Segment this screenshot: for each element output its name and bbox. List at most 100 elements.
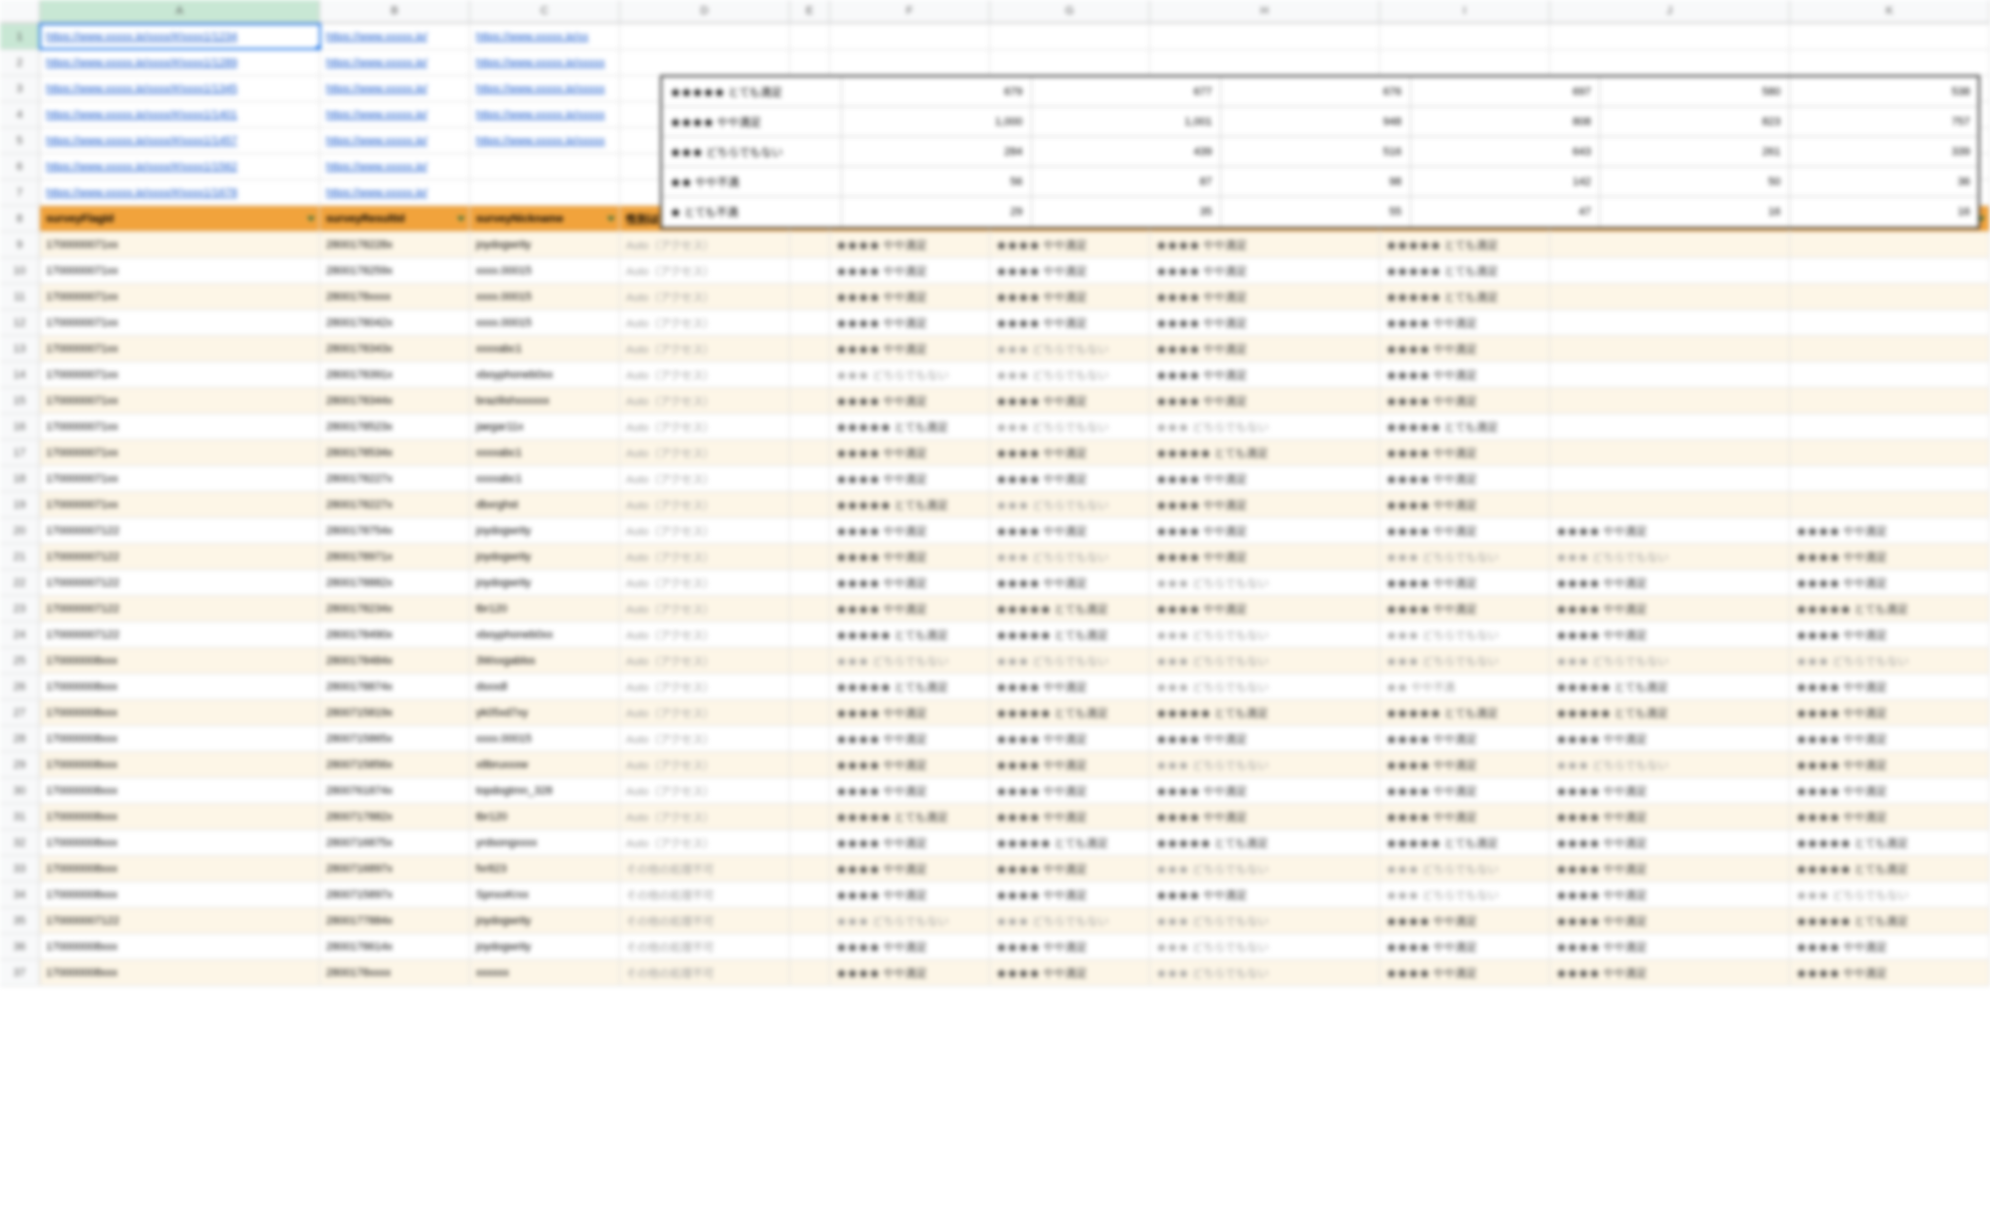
cell-link[interactable]: https://www.xxxxx.jp/xx bbox=[470, 24, 620, 49]
cell-rating[interactable]: ★★★★ やや満足 bbox=[1380, 570, 1550, 595]
cell-rating[interactable]: ★★★★★ とても満足 bbox=[1380, 258, 1550, 283]
cell-rating[interactable]: ★★★★ やや満足 bbox=[830, 336, 990, 361]
cell[interactable] bbox=[1790, 50, 1990, 75]
cell-nick[interactable]: fxr823 bbox=[470, 856, 620, 881]
cell-rating[interactable]: ★★★★ やや満足 bbox=[1380, 960, 1550, 985]
cell-rid[interactable]: 2800717882x bbox=[320, 804, 470, 829]
cell-d[interactable]: Auto（アクセス） bbox=[620, 622, 790, 647]
cell-rating[interactable]: ★★★★ やや満足 bbox=[1150, 492, 1380, 517]
cell-rid[interactable]: 2800761874x bbox=[320, 778, 470, 803]
cell-id[interactable]: 170000007122 bbox=[40, 596, 320, 621]
row-header[interactable]: 32 bbox=[0, 830, 40, 855]
cell[interactable] bbox=[1150, 24, 1380, 49]
cell-rating[interactable]: ★★★★ やや満足 bbox=[1150, 518, 1380, 543]
cell-nick[interactable]: xboyphoneb0xx bbox=[470, 622, 620, 647]
cell-d[interactable]: Auto（アクセス） bbox=[620, 362, 790, 387]
cell-rating[interactable] bbox=[1550, 310, 1790, 335]
cell-d[interactable]: その他の処理不可 bbox=[620, 908, 790, 933]
cell-nick[interactable]: xxxx.00015 bbox=[470, 284, 620, 309]
cell-rating[interactable]: ★★★★ やや満足 bbox=[1380, 362, 1550, 387]
cell-rating[interactable]: ★★★★ やや満足 bbox=[990, 934, 1150, 959]
cell[interactable] bbox=[790, 466, 830, 491]
cell-rating[interactable]: ★★★★★ とても満足 bbox=[1150, 700, 1380, 725]
cell-rating[interactable]: ★★★★ やや満足 bbox=[990, 778, 1150, 803]
cell-nick[interactable]: xxxxabc1 bbox=[470, 336, 620, 361]
cell-rating[interactable] bbox=[1550, 362, 1790, 387]
cell-rating[interactable]: ★★★★ やや満足 bbox=[990, 310, 1150, 335]
cell-rating[interactable] bbox=[1790, 362, 1990, 387]
cell-rating[interactable]: ★★★★★ とても満足 bbox=[1380, 830, 1550, 855]
cell-rating[interactable]: ★★★ どちらでもない bbox=[830, 362, 990, 387]
cell-nick[interactable]: xxxx.00015 bbox=[470, 310, 620, 335]
cell-rating[interactable]: ★★★★ やや満足 bbox=[1790, 960, 1990, 985]
col-header-E[interactable]: E bbox=[790, 0, 830, 23]
row-header[interactable]: 27 bbox=[0, 700, 40, 725]
col-header-I[interactable]: I bbox=[1380, 0, 1550, 23]
cell[interactable] bbox=[620, 50, 790, 75]
cell-id[interactable]: 1700000071xx bbox=[40, 388, 320, 413]
row-header[interactable]: 37 bbox=[0, 960, 40, 985]
cell-rating[interactable]: ★★★★ やや満足 bbox=[1380, 518, 1550, 543]
cell-rating[interactable]: ★★★★ やや満足 bbox=[1550, 882, 1790, 907]
cell[interactable] bbox=[790, 24, 830, 49]
cell-rating[interactable]: ★★★★★ とても満足 bbox=[830, 674, 990, 699]
row-header[interactable]: 34 bbox=[0, 882, 40, 907]
row-header[interactable]: 33 bbox=[0, 856, 40, 881]
row-header[interactable]: 29 bbox=[0, 752, 40, 777]
cell-d[interactable]: Auto（アクセス） bbox=[620, 232, 790, 257]
cell-rating[interactable]: ★★★★ やや満足 bbox=[830, 310, 990, 335]
cell-rating[interactable]: ★★★★ やや満足 bbox=[830, 934, 990, 959]
cell-nick[interactable]: dbxrghst bbox=[470, 492, 620, 517]
row-header[interactable]: 1 bbox=[0, 24, 40, 49]
cell-d[interactable]: Auto（アクセス） bbox=[620, 674, 790, 699]
cell-rating[interactable]: ★★★ どちらでもない bbox=[1150, 752, 1380, 777]
cell-rating[interactable]: ★★★★ やや満足 bbox=[1380, 492, 1550, 517]
cell-rating[interactable]: ★★★★ やや満足 bbox=[830, 284, 990, 309]
cell-rating[interactable]: ★★★ どちらでもない bbox=[1150, 934, 1380, 959]
row-header[interactable]: 6 bbox=[0, 154, 40, 179]
cell-rid[interactable]: 2800178042x bbox=[320, 310, 470, 335]
cell-rating[interactable]: ★★★★★ とても満足 bbox=[1790, 856, 1990, 881]
cell-id[interactable]: 1700000071xx bbox=[40, 232, 320, 257]
cell[interactable] bbox=[790, 388, 830, 413]
cell-rating[interactable]: ★★★★ やや満足 bbox=[1790, 674, 1990, 699]
cell-rating[interactable]: ★★★★ やや満足 bbox=[830, 960, 990, 985]
cell-rating[interactable] bbox=[1790, 388, 1990, 413]
filter-icon[interactable] bbox=[307, 216, 315, 221]
cell-rating[interactable]: ★★★ どちらでもない bbox=[1380, 882, 1550, 907]
cell-d[interactable]: その他の処理不可 bbox=[620, 934, 790, 959]
cell-id[interactable]: 170000008xxx bbox=[40, 882, 320, 907]
cell-d[interactable]: Auto（アクセス） bbox=[620, 778, 790, 803]
cell[interactable] bbox=[790, 934, 830, 959]
cell-rating[interactable]: ★★★ どちらでもない bbox=[1550, 752, 1790, 777]
cell-nick[interactable]: joydogwrity bbox=[470, 570, 620, 595]
cell-id[interactable]: 170000008xxx bbox=[40, 830, 320, 855]
cell[interactable] bbox=[830, 50, 990, 75]
cell-rating[interactable]: ★★★★ やや満足 bbox=[1550, 778, 1790, 803]
cell-rating[interactable] bbox=[1790, 414, 1990, 439]
cell-rating[interactable]: ★★★★ やや満足 bbox=[990, 804, 1150, 829]
cell[interactable] bbox=[790, 726, 830, 751]
cell-d[interactable]: Auto（アクセス） bbox=[620, 700, 790, 725]
cell-rating[interactable]: ★★★★★ とても満足 bbox=[1790, 908, 1990, 933]
cell[interactable] bbox=[790, 908, 830, 933]
cell-rid[interactable]: 2800178754x bbox=[320, 518, 470, 543]
cell-rating[interactable]: ★★★ どちらでもない bbox=[1150, 622, 1380, 647]
cell-rating[interactable]: ★★★ どちらでもない bbox=[1380, 622, 1550, 647]
cell-rating[interactable]: ★★★ どちらでもない bbox=[830, 908, 990, 933]
cell-nick[interactable]: joydogwrity bbox=[470, 518, 620, 543]
cell-rating[interactable]: ★★★★ やや満足 bbox=[1790, 700, 1990, 725]
row-header[interactable]: 10 bbox=[0, 258, 40, 283]
cell-link[interactable] bbox=[470, 180, 620, 205]
col-header-C[interactable]: C bbox=[470, 0, 620, 23]
cell-id[interactable]: 170000008xxx bbox=[40, 960, 320, 985]
cell-rating[interactable]: ★★★★ やや満足 bbox=[1380, 726, 1550, 751]
cell-d[interactable]: その他の処理不可 bbox=[620, 960, 790, 985]
cell-d[interactable]: Auto（アクセス） bbox=[620, 518, 790, 543]
cell-id[interactable]: 170000008xxx bbox=[40, 778, 320, 803]
filter-icon[interactable] bbox=[457, 216, 465, 221]
cell[interactable] bbox=[790, 284, 830, 309]
cell-rid[interactable]: 2800716897x bbox=[320, 856, 470, 881]
cell-rating[interactable]: ★★★★ やや満足 bbox=[990, 960, 1150, 985]
cell-rating[interactable]: ★★★★★ とても満足 bbox=[990, 622, 1150, 647]
